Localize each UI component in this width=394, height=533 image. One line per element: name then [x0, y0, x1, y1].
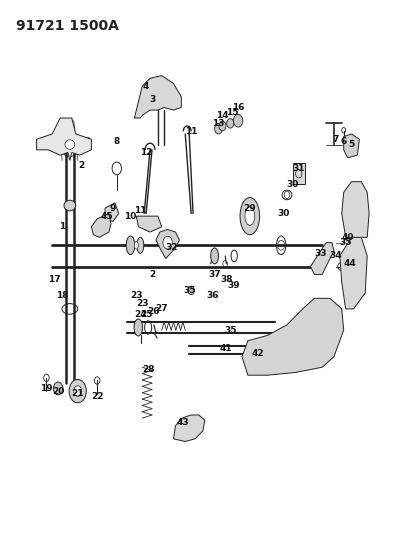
Polygon shape [156, 229, 179, 259]
Text: 26: 26 [148, 307, 160, 316]
Polygon shape [91, 214, 111, 237]
Text: 20: 20 [52, 386, 64, 395]
Polygon shape [37, 118, 91, 160]
Ellipse shape [126, 236, 135, 255]
Text: 23: 23 [136, 299, 149, 308]
Ellipse shape [211, 248, 219, 264]
Text: 21: 21 [71, 389, 84, 398]
Text: 9: 9 [110, 204, 116, 213]
Text: 35: 35 [224, 326, 236, 335]
Text: 1: 1 [59, 222, 65, 231]
Text: 32: 32 [165, 244, 178, 253]
Text: 11: 11 [185, 127, 197, 136]
Polygon shape [242, 298, 344, 375]
Circle shape [54, 382, 63, 395]
Text: 30: 30 [287, 180, 299, 189]
Text: 13: 13 [212, 119, 225, 128]
Polygon shape [136, 216, 162, 232]
Text: 29: 29 [243, 204, 256, 213]
Text: 44: 44 [343, 260, 356, 268]
Polygon shape [173, 415, 205, 441]
Text: 15: 15 [226, 108, 238, 117]
Text: 19: 19 [40, 384, 53, 393]
Text: 37: 37 [208, 270, 221, 279]
Text: 33: 33 [314, 249, 327, 258]
Ellipse shape [65, 140, 75, 149]
Text: 34: 34 [329, 252, 342, 261]
Text: 35: 35 [183, 286, 195, 295]
Text: 24: 24 [134, 310, 147, 319]
Polygon shape [134, 76, 181, 118]
Circle shape [163, 236, 172, 249]
Polygon shape [310, 243, 334, 274]
Text: 43: 43 [177, 418, 190, 427]
Text: 3: 3 [149, 95, 155, 104]
Text: 2: 2 [78, 161, 85, 170]
Text: 22: 22 [91, 392, 104, 401]
Text: 45: 45 [101, 212, 113, 221]
Text: 16: 16 [232, 103, 244, 112]
Text: 39: 39 [228, 280, 240, 289]
Circle shape [233, 114, 243, 127]
Text: 10: 10 [124, 212, 137, 221]
Ellipse shape [134, 241, 138, 249]
Ellipse shape [240, 198, 260, 235]
Polygon shape [105, 203, 119, 221]
Text: 35: 35 [339, 238, 352, 247]
Circle shape [74, 386, 82, 397]
Text: 23: 23 [130, 291, 143, 300]
Polygon shape [342, 182, 369, 237]
Text: 14: 14 [216, 111, 229, 120]
Polygon shape [340, 235, 367, 309]
Bar [293, 163, 305, 184]
Circle shape [227, 118, 234, 128]
Ellipse shape [245, 207, 255, 225]
Text: 17: 17 [48, 275, 61, 284]
Text: 8: 8 [114, 138, 120, 147]
Text: 25: 25 [140, 310, 152, 319]
Circle shape [188, 286, 194, 295]
Circle shape [219, 121, 226, 131]
Text: 40: 40 [341, 233, 354, 242]
Text: 42: 42 [251, 350, 264, 359]
Text: 36: 36 [206, 291, 219, 300]
Text: 28: 28 [142, 366, 154, 374]
Text: 6: 6 [340, 138, 347, 147]
Text: 11: 11 [134, 206, 147, 215]
Circle shape [69, 379, 86, 403]
Text: 4: 4 [143, 82, 149, 91]
Text: 7: 7 [333, 135, 339, 144]
Ellipse shape [134, 319, 143, 336]
Text: 5: 5 [348, 140, 355, 149]
Text: 27: 27 [156, 304, 168, 313]
Text: 18: 18 [56, 291, 68, 300]
Circle shape [215, 123, 223, 134]
Text: 31: 31 [292, 164, 305, 173]
Text: 38: 38 [220, 275, 232, 284]
Text: 41: 41 [220, 344, 232, 353]
Text: 91721 1500A: 91721 1500A [16, 19, 119, 33]
Text: 30: 30 [277, 209, 289, 218]
Ellipse shape [137, 237, 144, 253]
Polygon shape [344, 134, 359, 158]
Text: 12: 12 [140, 148, 152, 157]
Text: 2: 2 [149, 270, 155, 279]
Ellipse shape [64, 200, 76, 211]
